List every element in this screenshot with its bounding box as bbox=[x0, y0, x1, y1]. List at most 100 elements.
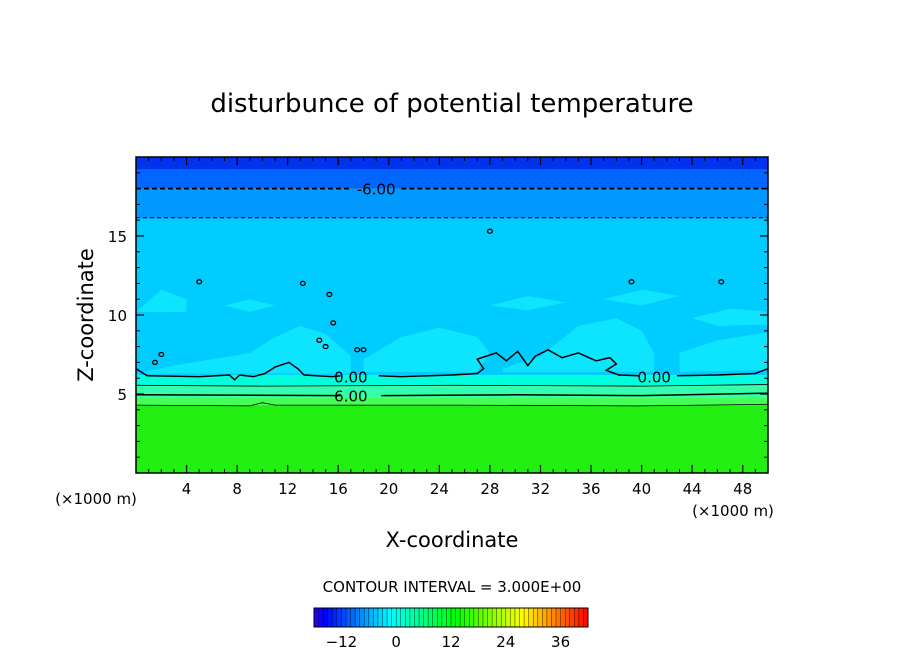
field-band-3 bbox=[136, 375, 768, 387]
colorbar-cell bbox=[345, 608, 351, 627]
contour-blob-5 bbox=[354, 347, 361, 353]
contour-blob-4 bbox=[316, 337, 323, 343]
colorbar-cell bbox=[496, 608, 502, 627]
contour-line-3 bbox=[135, 384, 769, 387]
contour-line-9 bbox=[135, 402, 769, 407]
field-patch-3 bbox=[679, 332, 768, 372]
colorbar-cell bbox=[432, 608, 438, 627]
colorbar-cell bbox=[336, 608, 342, 627]
field-patch-8 bbox=[692, 308, 768, 327]
colorbar-cell bbox=[501, 608, 507, 627]
colorbar-cell bbox=[574, 608, 580, 627]
colorbar-cell bbox=[569, 608, 575, 627]
colorbar-cell bbox=[528, 608, 534, 627]
x-tick-label-6: 28 bbox=[480, 480, 499, 498]
x-axis-ticks: 4 8 12 16 20 24 28 32 36 40 44 48 bbox=[148, 157, 756, 498]
field-bands bbox=[136, 157, 768, 473]
colorbar-cell bbox=[473, 608, 479, 627]
field-patch-6 bbox=[489, 296, 566, 311]
x-unit-left: (×1000 m) bbox=[55, 490, 137, 508]
contour-blob-8 bbox=[628, 279, 635, 285]
x-tick-label-8: 36 bbox=[581, 480, 600, 498]
colorbar-cell bbox=[469, 608, 475, 627]
x-tick-label-11: 48 bbox=[733, 480, 752, 498]
x-axis-label: X-coordinate bbox=[386, 528, 519, 552]
y-tick-label-0: 5 bbox=[117, 386, 127, 404]
colorbar-cell bbox=[578, 608, 584, 627]
colorbar-cell bbox=[487, 608, 493, 627]
colorbar-cell bbox=[341, 608, 347, 627]
colorbar-cell bbox=[355, 608, 361, 627]
field-patch-7 bbox=[603, 289, 680, 306]
colorbar-cell bbox=[560, 608, 566, 627]
field-band-6 bbox=[136, 169, 768, 189]
contour-line-0-c bbox=[676, 367, 769, 377]
x-tick-label-5: 24 bbox=[430, 480, 449, 498]
colorbar-cell bbox=[318, 608, 324, 627]
field-patch-1 bbox=[363, 327, 490, 372]
field-band-0 bbox=[136, 405, 768, 473]
colorbar-cell bbox=[441, 608, 447, 627]
colorbar-tick-label-1: 0 bbox=[391, 633, 401, 651]
contour-blob-0 bbox=[196, 279, 203, 285]
contour-blob-7 bbox=[486, 228, 493, 234]
colorbar-cell bbox=[423, 608, 429, 627]
colorbar-cell bbox=[364, 608, 370, 627]
colorbar-cell bbox=[396, 608, 402, 627]
colorbar-cell bbox=[409, 608, 415, 627]
contour-line-0-a bbox=[135, 361, 341, 381]
colorbar-cell bbox=[551, 608, 557, 627]
x-tick-label-1: 8 bbox=[232, 480, 242, 498]
field-band-7 bbox=[136, 157, 768, 170]
colorbar-cell bbox=[373, 608, 379, 627]
colorbar bbox=[313, 607, 589, 628]
colorbar-cell bbox=[314, 608, 319, 627]
field-patch-4 bbox=[136, 289, 187, 312]
contour-line-6-right bbox=[381, 392, 769, 397]
contour-label-3: 6.00 bbox=[334, 388, 367, 406]
field-band-1 bbox=[136, 397, 768, 406]
colorbar-frame bbox=[313, 607, 589, 628]
colorbar-tick-label-3: 24 bbox=[496, 633, 515, 651]
colorbar-cell bbox=[428, 608, 434, 627]
contour-blob-3 bbox=[330, 320, 337, 326]
colorbar-cell bbox=[478, 608, 484, 627]
y-tick-label-2: 15 bbox=[108, 228, 127, 246]
colorbar-cell bbox=[524, 608, 530, 627]
contour-label-2: 0.00 bbox=[638, 369, 671, 387]
colorbar-cell bbox=[350, 608, 356, 627]
colorbar-cell bbox=[455, 608, 461, 627]
colorbar-cell bbox=[446, 608, 452, 627]
contour-blob-12 bbox=[322, 343, 329, 350]
colorbar-tick-label-4: 36 bbox=[551, 633, 570, 651]
field-patch-0 bbox=[136, 326, 351, 374]
colorbar-cell bbox=[565, 608, 571, 627]
colorbar-cell bbox=[510, 608, 516, 627]
contour-label-1: 0.00 bbox=[334, 369, 367, 387]
contour-blob-10 bbox=[158, 351, 165, 358]
colorbar-cell bbox=[414, 608, 420, 627]
colorbar-cell bbox=[556, 608, 561, 627]
colorbar-cell bbox=[542, 608, 548, 627]
x-tick-label-7: 32 bbox=[531, 480, 550, 498]
colorbar-cell bbox=[451, 608, 456, 627]
colorbar-tick-labels: −12 0 12 24 36 bbox=[326, 633, 571, 651]
field-band-2 bbox=[136, 386, 768, 398]
x-tick-label-0: 4 bbox=[182, 480, 192, 498]
colorbar-cell bbox=[323, 608, 329, 627]
field-patch-2 bbox=[502, 318, 655, 372]
x-tick-label-4: 20 bbox=[379, 480, 398, 498]
colorbar-cell bbox=[460, 608, 466, 627]
colorbar-cell bbox=[332, 608, 338, 627]
colorbar-cell bbox=[437, 608, 443, 627]
contour-blob-2 bbox=[326, 291, 333, 298]
colorbar-cell bbox=[405, 608, 411, 627]
x-tick-label-9: 40 bbox=[632, 480, 651, 498]
colorbar-cell bbox=[382, 608, 388, 627]
colorbar-cell bbox=[387, 608, 393, 627]
y-axis-ticks: 5 10 15 bbox=[108, 172, 768, 458]
chart-title: disturbunce of potential temperature bbox=[210, 89, 693, 119]
colorbar-cell bbox=[537, 608, 543, 627]
field-patches bbox=[136, 289, 768, 374]
plot-area: -6.000.00 0.006.00 bbox=[135, 156, 769, 474]
